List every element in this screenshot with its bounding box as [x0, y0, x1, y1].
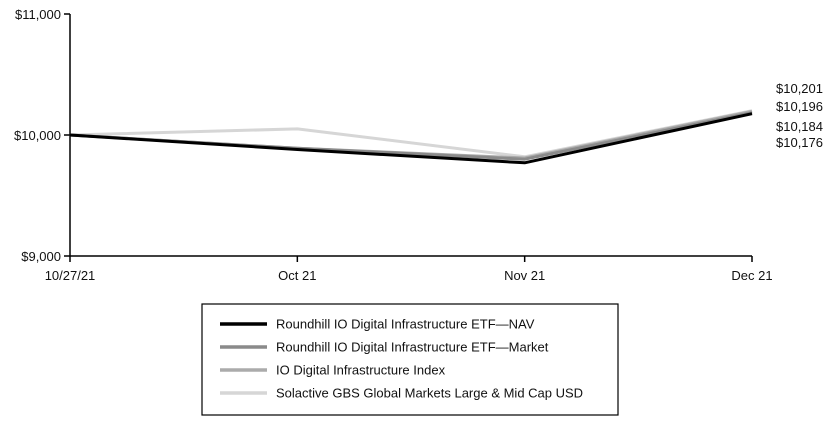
- x-tick-label: Oct 21: [278, 268, 316, 283]
- x-tick-label: 10/27/21: [45, 268, 96, 283]
- end-value-label: $10,176: [776, 135, 823, 150]
- legend-box: [201, 303, 619, 416]
- end-value-label: $10,196: [776, 99, 823, 114]
- x-tick-label: Nov 21: [504, 268, 545, 283]
- legend-label: Solactive GBS Global Markets Large & Mid…: [276, 386, 583, 401]
- end-value-label: $10,201: [776, 81, 823, 96]
- legend-label: Roundhill IO Digital Infrastructure ETF—…: [276, 340, 549, 355]
- y-tick-label: $11,000: [15, 7, 61, 22]
- legend-label: IO Digital Infrastructure Index: [276, 363, 446, 378]
- y-tick-label: $9,000: [21, 249, 61, 264]
- series-line-1: [69, 112, 753, 165]
- legend-label: Roundhill IO Digital Infrastructure ETF—…: [276, 317, 535, 332]
- x-tick-label: Dec 21: [731, 268, 772, 283]
- y-tick-label: $10,000: [14, 128, 61, 143]
- end-value-label: $10,184: [776, 119, 823, 134]
